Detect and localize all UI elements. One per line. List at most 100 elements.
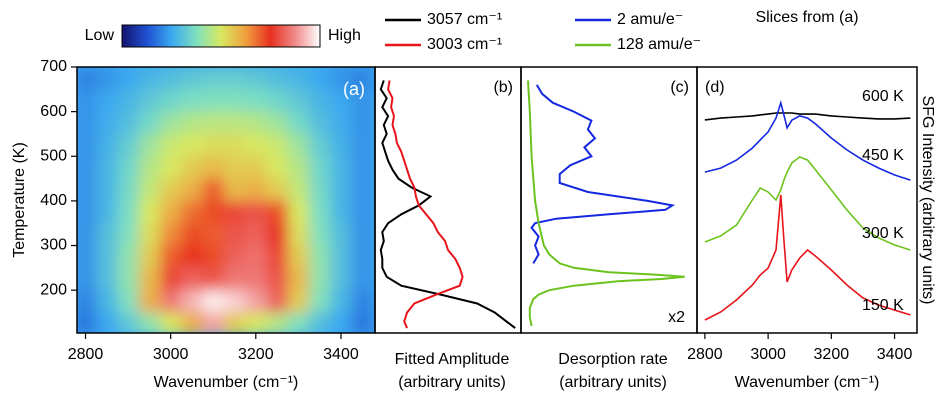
heatmap-cell bbox=[117, 67, 140, 90]
legend-label: 3057 cm⁻¹ bbox=[427, 11, 502, 28]
x-tick-label: 3200 bbox=[814, 346, 850, 363]
x-tick-label: 3000 bbox=[153, 346, 189, 363]
heatmap-cell bbox=[96, 156, 118, 180]
x-tick-label: 3400 bbox=[323, 346, 359, 363]
series-label: 150 K bbox=[862, 297, 904, 314]
heatmap-cell bbox=[77, 178, 97, 202]
heatmap-cell bbox=[181, 245, 204, 269]
heatmap-cell bbox=[330, 133, 353, 157]
heatmap-cell bbox=[309, 290, 331, 313]
heatmap-cell bbox=[77, 111, 97, 135]
heatmap-cell bbox=[96, 67, 118, 90]
heatmap-cell bbox=[202, 111, 225, 135]
series-label: 450 K bbox=[862, 147, 904, 164]
heatmap-cell bbox=[77, 89, 97, 113]
plot-frame bbox=[520, 66, 698, 334]
heatmap-cell bbox=[330, 245, 353, 269]
x-axis-label: Wavenumber (cm⁻¹) bbox=[154, 374, 299, 391]
heatmap-cell bbox=[351, 245, 374, 269]
heatmap-cell bbox=[160, 156, 182, 180]
heatmap-cell bbox=[181, 133, 204, 157]
heatmap-cell bbox=[138, 133, 161, 157]
heatmap-cell bbox=[181, 290, 204, 313]
heatmap-cell bbox=[266, 133, 289, 157]
legend-label: 2 amu/e⁻ bbox=[617, 11, 683, 28]
heatmap-cell bbox=[287, 89, 310, 113]
heatmap-cell bbox=[287, 267, 310, 291]
legend-label: 3003 cm⁻¹ bbox=[427, 36, 502, 53]
heatmap-cell bbox=[351, 290, 374, 313]
heatmap-cell bbox=[330, 267, 353, 291]
y-tick-label: 600 bbox=[40, 103, 67, 120]
heatmap-cell bbox=[160, 89, 182, 113]
heatmap-cell bbox=[245, 312, 267, 333]
heatmap-cell bbox=[160, 223, 182, 247]
heatmap-cell bbox=[96, 290, 118, 313]
heatmap-cell bbox=[266, 290, 289, 313]
heatmap-cell bbox=[245, 178, 267, 202]
panel-label: (b) bbox=[493, 79, 513, 96]
heatmap-cell bbox=[117, 178, 140, 202]
heatmap-cell bbox=[202, 133, 225, 157]
heatmap-cell bbox=[309, 133, 331, 157]
heatmap-cell bbox=[77, 245, 97, 269]
heatmap-cell bbox=[245, 156, 267, 180]
heatmap-cell bbox=[96, 245, 118, 269]
heatmap-cell bbox=[266, 245, 289, 269]
heatmap-cell bbox=[351, 312, 374, 333]
y-tick-label: 400 bbox=[40, 192, 67, 209]
heatmap-cell bbox=[117, 267, 140, 291]
x-axis-label: Fitted Amplitude bbox=[395, 351, 510, 368]
heatmap-cell bbox=[223, 67, 246, 90]
heatmap-cell bbox=[287, 67, 310, 90]
heatmap-cell bbox=[287, 312, 310, 333]
heatmap-cell bbox=[309, 178, 331, 202]
heatmap-cell bbox=[77, 290, 97, 313]
heatmap-cell bbox=[223, 89, 246, 113]
heatmap-cell bbox=[202, 223, 225, 247]
heatmap-cell bbox=[181, 312, 204, 333]
heatmap-cell bbox=[330, 200, 353, 224]
heatmap-cell bbox=[351, 133, 374, 157]
heatmap-cell bbox=[202, 178, 225, 202]
heatmap-cell bbox=[223, 133, 246, 157]
heatmap-cell bbox=[77, 67, 97, 90]
heatmap-cell bbox=[77, 267, 97, 291]
heatmap-cell bbox=[309, 111, 331, 135]
heatmap-cell bbox=[96, 133, 118, 157]
heatmap-cell bbox=[223, 312, 246, 333]
heatmap-cell bbox=[351, 111, 374, 135]
y-tick-label: 700 bbox=[40, 58, 67, 75]
heatmap-cell bbox=[330, 290, 353, 313]
heatmap-cell bbox=[202, 290, 225, 313]
heatmap-cell bbox=[351, 89, 374, 113]
heatmap-cell bbox=[138, 89, 161, 113]
heatmap-cell bbox=[266, 178, 289, 202]
heatmap-cell bbox=[117, 290, 140, 313]
heatmap-cell bbox=[223, 200, 246, 224]
heatmap-cell bbox=[138, 245, 161, 269]
heatmap-cell bbox=[160, 111, 182, 135]
heatmap-cell bbox=[77, 133, 97, 157]
heatmap-cell bbox=[160, 312, 182, 333]
heatmap-cell bbox=[96, 267, 118, 291]
heatmap-cell bbox=[96, 178, 118, 202]
heatmap-cell bbox=[351, 200, 374, 224]
heatmap-cell bbox=[96, 111, 118, 135]
heatmap-cell bbox=[309, 223, 331, 247]
annotation: x2 bbox=[668, 309, 685, 326]
heatmap-cell bbox=[309, 200, 331, 224]
heatmap-cell bbox=[77, 200, 97, 224]
heatmap-cell bbox=[138, 290, 161, 313]
heatmap-cell bbox=[266, 267, 289, 291]
heatmap-cell bbox=[330, 223, 353, 247]
heatmap-cell bbox=[245, 290, 267, 313]
heatmap-cell bbox=[309, 312, 331, 333]
colorbar bbox=[121, 24, 321, 48]
heatmap-cell bbox=[77, 312, 97, 333]
heatmap-cell bbox=[223, 267, 246, 291]
heatmap-cell bbox=[77, 156, 97, 180]
heatmap-cell bbox=[117, 312, 140, 333]
panel-label: (c) bbox=[670, 79, 689, 96]
heatmap-cell bbox=[160, 290, 182, 313]
